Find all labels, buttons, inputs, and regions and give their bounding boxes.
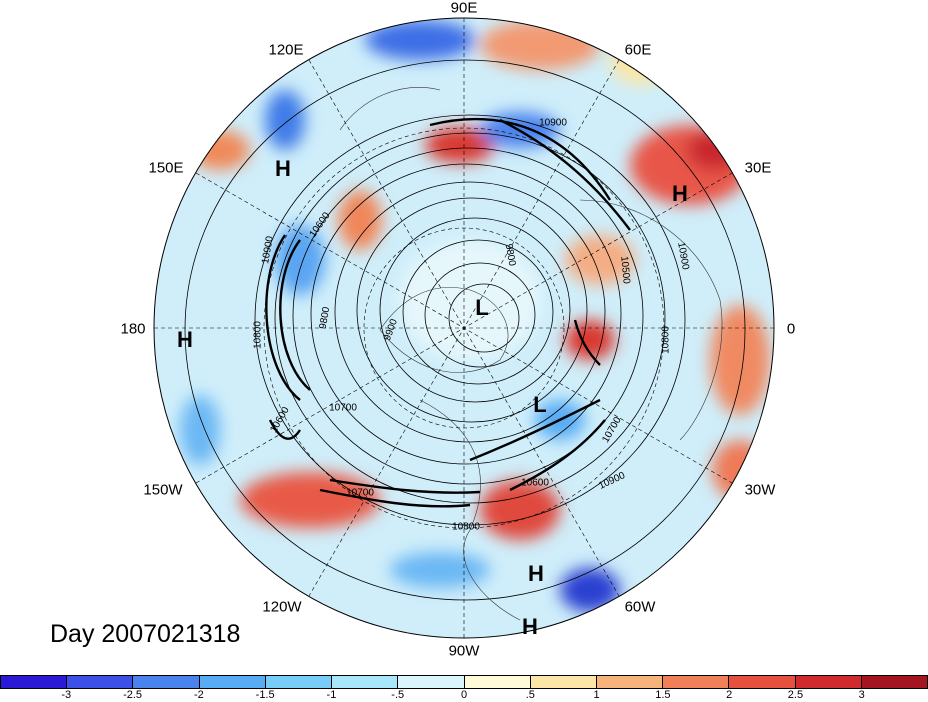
colorbar-swatch [199,676,266,688]
colorbar-tick-label: -2 [193,689,204,701]
colorbar-swatch [861,676,928,688]
lon-label-60w: 60W [624,598,656,616]
lon-label-150w: 150W [143,481,183,499]
low-pressure-marker: L [475,295,489,320]
contour-label: 10700 [346,487,374,499]
contour-label: 10700 [329,402,357,414]
colorbar-swatch [795,676,862,688]
lon-label-90w: 90W [448,642,480,660]
high-pressure-marker: H [275,156,291,181]
lon-label-120e: 120E [268,41,304,59]
colorbar-tick-label: 0 [460,689,468,701]
colorbar-tick-label: 1.5 [655,689,671,701]
colorbar-tick-label: 1 [593,689,600,701]
colorbar-swatch [729,676,796,688]
high-pressure-marker: H [522,614,538,639]
map-border [153,17,775,639]
contour-label: 10900 [539,117,567,129]
high-pressure-marker: H [177,327,193,352]
colorbar-tick-label: -.5 [391,689,405,701]
contour-label: 10500 [618,255,632,285]
colorbar-swatch [265,676,333,688]
lon-label-60e: 60E [624,41,652,59]
colorbar-tick-label: -1 [326,689,337,701]
colorbar-swatch [530,676,597,688]
colorbar-swatch [398,676,465,688]
contour-label: 10800 [660,326,672,354]
colorbar-tick-label: .5 [525,689,535,701]
high-pressure-marker: H [528,561,544,586]
map-title: Day 2007021318 [50,620,241,648]
colorbar-swatch [596,676,664,688]
colorbar-tick-label: 3 [858,689,865,701]
contour-label: 10800 [452,521,480,533]
high-pressure-marker: H [672,181,688,206]
low-pressure-marker: L [533,392,547,417]
colorbar-swatch [1,676,68,688]
temperature-anomaly-field [180,20,770,612]
jet-stream-contours [265,117,631,508]
colorbar-tick-label: 2.5 [787,689,804,701]
colorbar-tick-label: -3 [61,689,72,701]
coastlines [339,87,723,621]
colorbar-swatch [663,676,730,688]
colorbar-swatch [67,676,134,688]
graticule [154,18,774,638]
colorbar-swatch [464,676,531,688]
colorbar-swatch [332,676,399,688]
colorbar-swatch [133,676,200,688]
colorbar-tick-label: 2 [726,689,733,701]
lon-label-0: 0 [786,320,796,338]
contour-label: 10600 [521,477,549,489]
colorbar-tick-label: -2.5 [123,689,143,701]
height-contours [184,59,746,601]
lon-label-150e: 150E [148,159,184,177]
lon-label-180: 180 [120,320,146,338]
colorbar-tick-label: -1.5 [255,689,275,701]
lon-label-30e: 30E [744,159,772,177]
lon-label-90e: 90E [450,0,478,17]
colorbar [0,675,928,689]
lon-label-30w: 30W [744,481,776,499]
lon-label-120w: 120W [262,598,302,616]
contour-label: 10800 [252,321,264,349]
